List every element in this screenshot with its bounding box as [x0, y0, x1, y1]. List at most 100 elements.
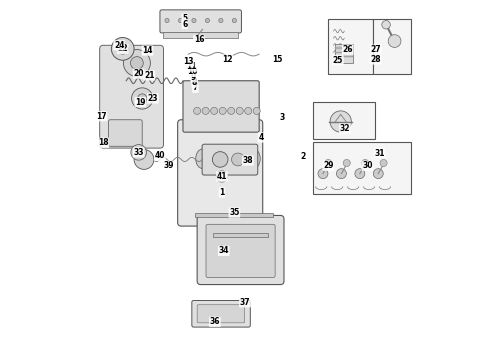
- Text: 15: 15: [272, 55, 282, 64]
- Text: 7: 7: [193, 84, 198, 93]
- Circle shape: [362, 159, 368, 167]
- Bar: [328, 19, 372, 74]
- Circle shape: [232, 18, 237, 23]
- Text: 35: 35: [229, 208, 240, 217]
- Circle shape: [355, 168, 365, 179]
- Circle shape: [253, 107, 260, 114]
- Bar: [164, 32, 238, 38]
- Text: 26: 26: [343, 45, 353, 54]
- Text: 4: 4: [258, 133, 264, 142]
- Circle shape: [211, 107, 218, 114]
- Text: 14: 14: [142, 46, 153, 55]
- Circle shape: [236, 107, 243, 114]
- Circle shape: [245, 107, 252, 114]
- Circle shape: [232, 153, 245, 166]
- Circle shape: [178, 18, 183, 23]
- Text: 25: 25: [333, 56, 343, 65]
- Circle shape: [318, 168, 328, 179]
- Bar: [335, 56, 353, 57]
- Circle shape: [123, 50, 150, 77]
- Text: 30: 30: [362, 161, 372, 170]
- FancyBboxPatch shape: [178, 120, 263, 226]
- FancyBboxPatch shape: [183, 81, 259, 132]
- Ellipse shape: [230, 149, 243, 168]
- Bar: [335, 48, 353, 49]
- Circle shape: [343, 159, 350, 167]
- Text: 32: 32: [340, 124, 350, 133]
- Ellipse shape: [213, 149, 226, 168]
- Text: 27: 27: [371, 45, 381, 54]
- Text: 28: 28: [370, 55, 381, 64]
- Circle shape: [380, 159, 387, 167]
- Text: 17: 17: [96, 112, 107, 121]
- Text: 1: 1: [220, 188, 224, 197]
- Text: 41: 41: [217, 172, 227, 181]
- Circle shape: [194, 107, 201, 114]
- Text: 38: 38: [243, 156, 253, 165]
- Bar: [335, 44, 353, 63]
- Text: 22: 22: [118, 44, 128, 53]
- Circle shape: [202, 107, 209, 114]
- Text: 8: 8: [192, 78, 197, 87]
- Text: 31: 31: [374, 149, 385, 158]
- Text: 20: 20: [133, 69, 144, 78]
- Circle shape: [219, 18, 223, 23]
- Bar: [313, 102, 375, 139]
- FancyBboxPatch shape: [109, 120, 142, 146]
- Circle shape: [330, 111, 351, 132]
- Circle shape: [373, 168, 383, 179]
- Bar: [373, 19, 411, 74]
- Circle shape: [118, 44, 128, 54]
- Text: 16: 16: [194, 36, 204, 45]
- FancyBboxPatch shape: [160, 10, 242, 33]
- Circle shape: [212, 152, 228, 167]
- Bar: [196, 213, 273, 217]
- Text: 18: 18: [98, 138, 108, 147]
- FancyBboxPatch shape: [197, 215, 284, 284]
- Bar: [335, 52, 353, 53]
- Circle shape: [130, 57, 143, 69]
- FancyBboxPatch shape: [202, 144, 258, 175]
- Text: 5: 5: [182, 14, 187, 23]
- Circle shape: [192, 18, 196, 23]
- Circle shape: [388, 35, 401, 48]
- Text: 11: 11: [187, 62, 197, 71]
- FancyBboxPatch shape: [99, 45, 164, 148]
- FancyBboxPatch shape: [206, 224, 275, 278]
- Circle shape: [228, 107, 235, 114]
- Text: 2: 2: [301, 153, 306, 162]
- Circle shape: [337, 168, 346, 179]
- Circle shape: [111, 37, 134, 60]
- Bar: [313, 142, 411, 194]
- Text: 36: 36: [210, 317, 220, 326]
- Text: 24: 24: [114, 41, 124, 50]
- Text: 19: 19: [135, 98, 146, 107]
- Circle shape: [205, 18, 210, 23]
- Text: 6: 6: [182, 19, 187, 28]
- Text: 29: 29: [323, 161, 334, 170]
- Circle shape: [131, 145, 147, 160]
- Circle shape: [216, 171, 228, 182]
- Text: 13: 13: [183, 57, 194, 66]
- Ellipse shape: [196, 149, 209, 168]
- Text: 34: 34: [219, 246, 229, 255]
- Circle shape: [382, 21, 391, 29]
- Circle shape: [219, 107, 226, 114]
- Circle shape: [138, 94, 147, 103]
- Text: 33: 33: [133, 148, 144, 157]
- FancyBboxPatch shape: [192, 301, 250, 327]
- Text: 40: 40: [155, 152, 165, 161]
- FancyBboxPatch shape: [197, 305, 245, 323]
- Ellipse shape: [247, 149, 260, 168]
- Text: 23: 23: [147, 94, 158, 103]
- Circle shape: [325, 159, 332, 167]
- Text: 3: 3: [280, 113, 285, 122]
- Text: 37: 37: [240, 298, 250, 307]
- Bar: [213, 233, 268, 237]
- Text: 21: 21: [144, 71, 154, 80]
- Circle shape: [132, 88, 153, 109]
- Circle shape: [165, 18, 169, 23]
- Text: 12: 12: [222, 55, 233, 64]
- Text: 10: 10: [187, 67, 198, 76]
- Circle shape: [134, 149, 154, 169]
